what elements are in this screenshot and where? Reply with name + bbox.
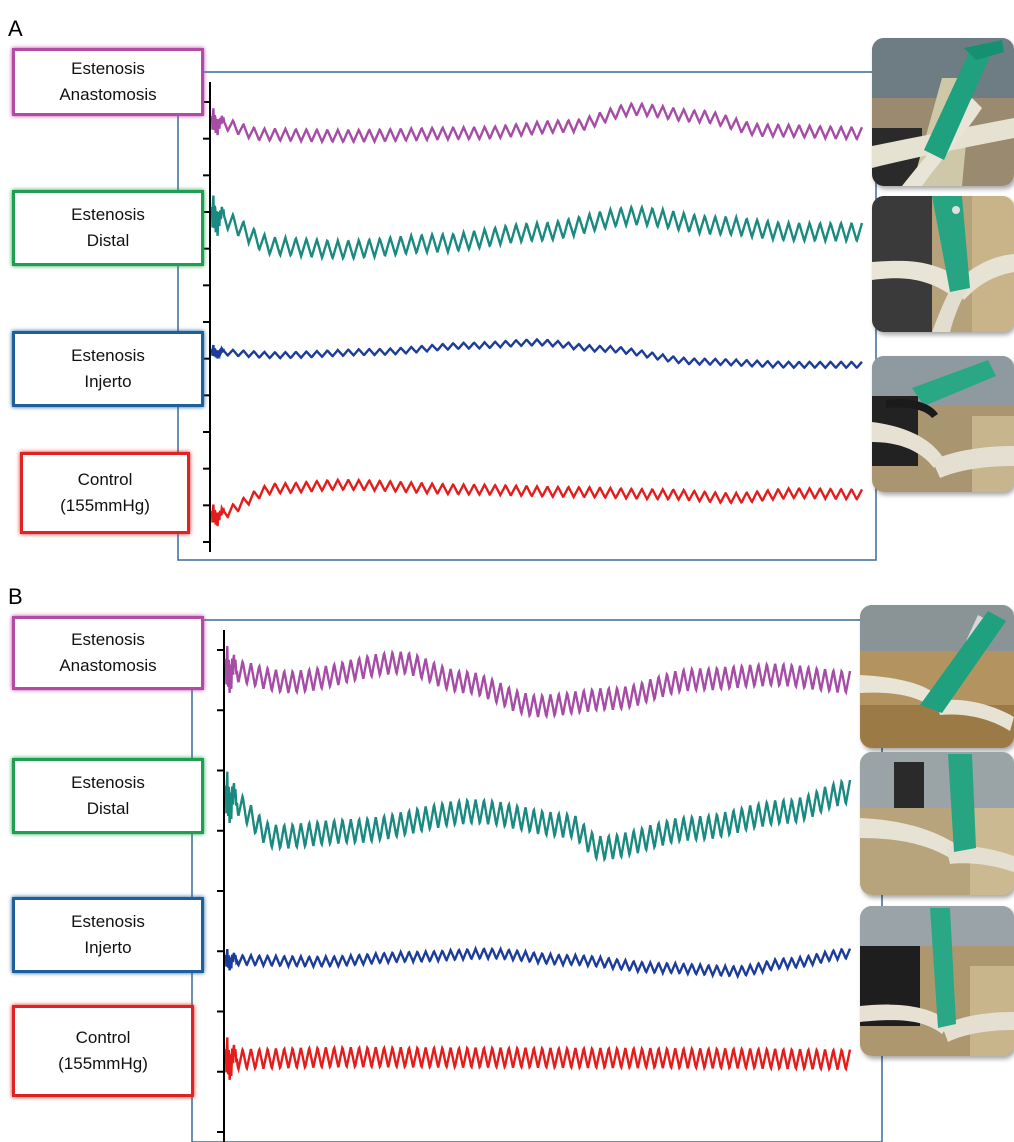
label-a-distal: Estenosis Distal bbox=[12, 190, 204, 266]
photo-b-distal bbox=[860, 752, 1014, 895]
label-a-control: Control (155mmHg) bbox=[20, 452, 190, 534]
series-line-1 bbox=[224, 771, 852, 863]
label-a-anastomosis: Estenosis Anastomosis bbox=[12, 48, 204, 116]
photo-b-injerto bbox=[860, 906, 1014, 1056]
photo-a-injerto bbox=[872, 356, 1014, 492]
label-a-injerto: Estenosis Injerto bbox=[12, 331, 204, 407]
photo-a-anastomosis bbox=[872, 38, 1014, 186]
label-b-distal: Estenosis Distal bbox=[12, 758, 204, 834]
panel-letter-b: B bbox=[8, 584, 23, 609]
series-line-1 bbox=[210, 195, 864, 262]
photo-a-distal bbox=[872, 196, 1014, 332]
label-b-injerto: Estenosis Injerto bbox=[12, 897, 204, 973]
series-line-2 bbox=[210, 337, 863, 370]
series-line-3 bbox=[224, 1037, 852, 1080]
series-line-2 bbox=[224, 945, 852, 980]
photo-b-anastomosis bbox=[860, 605, 1014, 748]
series-line-3 bbox=[210, 477, 864, 527]
panel-a-plot bbox=[177, 71, 877, 561]
panel-letter-a: A bbox=[8, 16, 23, 41]
label-b-control: Control (155mmHg) bbox=[12, 1005, 194, 1097]
panel-b-plot bbox=[191, 619, 883, 1142]
series-line-0 bbox=[210, 101, 864, 145]
series-line-0 bbox=[224, 646, 852, 720]
label-b-anastomosis: Estenosis Anastomosis bbox=[12, 616, 204, 690]
